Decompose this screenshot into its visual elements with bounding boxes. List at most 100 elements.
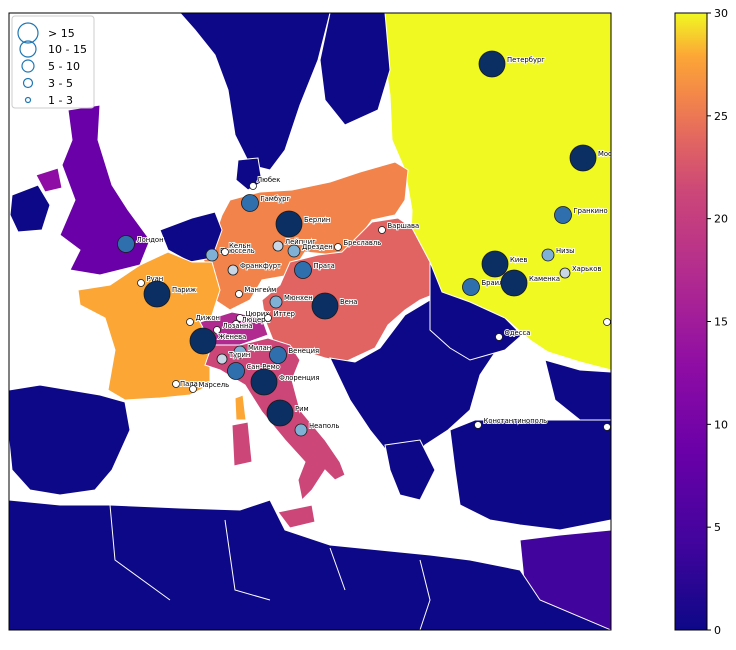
city-dot: [554, 206, 572, 224]
city-label: Париж: [172, 286, 196, 294]
region-scotland-n: [35, 167, 63, 193]
city-dot: [378, 226, 386, 234]
city-label: Турин: [228, 351, 250, 359]
city-label: Марсель: [199, 381, 230, 389]
city-dot: [249, 182, 257, 190]
city-label: Мангейм: [245, 286, 277, 294]
region-finland: [319, 13, 391, 126]
city-dot: [227, 264, 239, 276]
city-label: Петербург: [507, 56, 545, 64]
city-dot: [495, 333, 503, 341]
city-label: Таганрог: [612, 314, 646, 322]
city-dot: [117, 235, 135, 253]
colorbar-tick-label: 15: [714, 316, 728, 329]
city-marker: Люцерн: [232, 315, 271, 328]
city-marker: Браил: [462, 278, 504, 296]
colorbar-tick-label: 10: [714, 418, 728, 431]
city-dot: [334, 243, 342, 251]
city-marker: Рим: [266, 399, 310, 427]
city-marker: Одесса: [495, 328, 531, 341]
city-marker: Милан: [233, 343, 272, 359]
city-label: Люцерн: [242, 316, 270, 324]
colorbar-tick-label: 5: [714, 521, 721, 534]
city-label: Вена: [340, 298, 357, 306]
legend-marker: [22, 77, 34, 89]
city-marker: Лейпциг: [272, 237, 317, 252]
city-dot: [569, 144, 597, 172]
city-label: Браил: [482, 279, 504, 287]
legend-label: 3 - 5: [48, 77, 73, 90]
city-label: Франкфурт: [240, 262, 281, 270]
city-label: Трапезунд: [612, 419, 651, 427]
cities-layer: Петербург Москва Гранкино Варшава Низы Киев Ха…: [117, 50, 651, 437]
city-label: Бреславль: [344, 239, 382, 247]
city-dot: [232, 320, 240, 328]
city-dot: [189, 385, 197, 393]
city-dot: [172, 380, 180, 388]
region-caucasus: [544, 359, 611, 421]
city-marker: Низы: [541, 246, 575, 262]
city-label: Лозанна: [223, 322, 253, 330]
city-dot: [474, 421, 482, 429]
legend-label: 5 - 10: [48, 60, 80, 73]
city-label: Варшава: [388, 222, 420, 230]
colorbar-tick-label: 25: [714, 110, 728, 123]
city-label: Флоренция: [279, 374, 319, 382]
city-marker: Палавас: [172, 379, 211, 389]
city-marker: Бреславль: [334, 238, 382, 251]
city-label: Кельн: [229, 242, 251, 250]
city-dot: [266, 399, 294, 427]
region-austria: [261, 217, 441, 363]
legend-label: > 15: [48, 27, 75, 40]
city-label: Харьков: [572, 265, 601, 273]
africa-borders-4: [329, 547, 346, 591]
city-dot: [478, 50, 506, 78]
city-label: Киев: [510, 256, 527, 264]
city-dot: [269, 295, 283, 309]
city-marker: Париж: [143, 280, 197, 308]
city-marker: Вена: [311, 292, 358, 320]
map-area: Петербург Москва Гранкино Варшава Низы Киев Ха…: [9, 13, 651, 630]
city-marker: Любек: [249, 175, 281, 190]
city-marker: Марсель: [189, 380, 230, 393]
city-label: Руан: [147, 275, 164, 283]
city-marker: Неаполь: [294, 421, 340, 437]
city-dot: [541, 248, 555, 262]
city-marker: Кельн: [221, 241, 252, 256]
city-label: Милан: [248, 344, 271, 352]
city-label: Брюссель: [220, 247, 255, 255]
city-label: Прага: [314, 262, 335, 270]
city-dot: [481, 250, 509, 278]
city-dot: [603, 423, 611, 431]
city-dot: [559, 267, 571, 279]
colorbar-tick-label: 0: [714, 624, 721, 637]
city-label: Константинополь: [484, 417, 548, 425]
city-dot: [233, 345, 247, 359]
region-north-africa: [9, 499, 611, 630]
region-britain: [59, 104, 151, 276]
city-marker: Москва: [569, 144, 624, 172]
city-label: Цюрих: [246, 310, 270, 318]
city-label: Москва: [598, 150, 624, 158]
city-label: Любек: [257, 176, 280, 184]
city-marker: Флоренция: [250, 368, 320, 396]
city-marker: Иттер: [264, 309, 296, 322]
city-label: Иттер: [274, 310, 296, 318]
region-benelux: [159, 211, 223, 263]
city-dot: [221, 248, 229, 256]
city-label: Гамбург: [261, 195, 291, 203]
city-dot: [287, 244, 301, 258]
colorbar-tick-label: 20: [714, 213, 728, 226]
city-marker: Берлин: [275, 210, 331, 238]
city-marker: Прага: [294, 261, 336, 279]
city-dot: [462, 278, 480, 296]
city-dot: [227, 362, 245, 380]
city-dot: [235, 290, 243, 298]
city-label: Палавас: [180, 380, 210, 388]
colorbar-gradient: [674, 12, 708, 631]
city-label: Гранкино: [574, 207, 608, 215]
city-marker: Петербург: [478, 50, 546, 78]
city-dot: [205, 248, 219, 262]
city-marker: Мангейм: [235, 285, 277, 298]
